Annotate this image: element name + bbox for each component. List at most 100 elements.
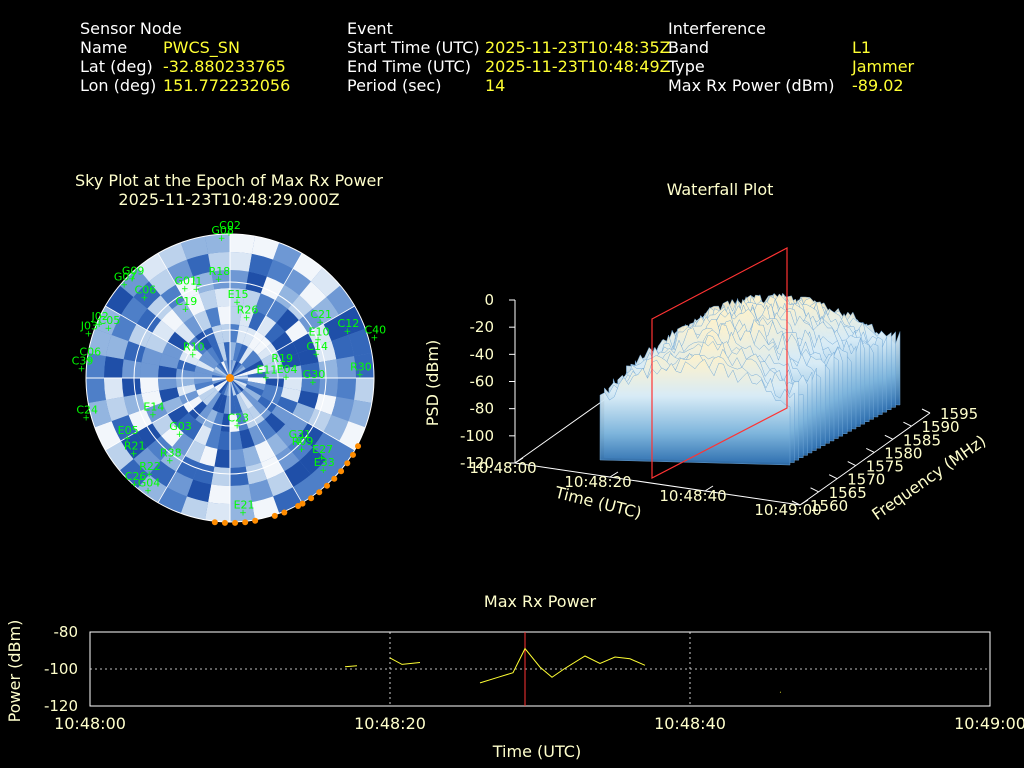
sky-bin (152, 320, 175, 342)
sky-bin (194, 424, 212, 446)
sky-bin (230, 371, 248, 378)
sky-bin (331, 334, 355, 360)
sky-bin (218, 378, 230, 394)
sky-bin (233, 394, 243, 414)
sky-bin (264, 322, 286, 344)
sky-bin (276, 342, 298, 360)
satellite-label: C24 (76, 403, 98, 416)
sky-bin (326, 441, 355, 471)
sky-bin (230, 369, 247, 378)
power-y-tick-label: -100 (44, 660, 78, 678)
sky-bin (298, 308, 324, 333)
satellite-label: C21 (310, 308, 332, 321)
sky-bin (245, 360, 264, 372)
sky-bin (230, 324, 240, 343)
sky-bin (104, 356, 124, 378)
sky-bin (145, 402, 168, 423)
sky-bin (284, 268, 311, 296)
satellite-marker: + (128, 275, 136, 285)
sky-bin (230, 378, 244, 392)
sky-bin (264, 412, 286, 434)
horizon-obstruction-marker (349, 451, 356, 458)
sky-bin (266, 433, 288, 456)
sky-bin (241, 389, 258, 406)
sky-bin (223, 395, 230, 414)
sky-bin (354, 352, 374, 378)
satellite-label: R10 (183, 341, 205, 354)
satellite-marker: + (189, 351, 197, 361)
sky-bin (248, 253, 274, 277)
sky-bin (312, 297, 340, 324)
satellite-marker: + (215, 275, 223, 285)
sky-bin (162, 396, 184, 414)
satellite-label: J03 (80, 319, 98, 332)
sky-bin (287, 435, 313, 461)
sky-bin (111, 414, 137, 441)
sky-bin (257, 419, 277, 441)
satellite-label: J02 (90, 310, 108, 323)
sky-bin (292, 333, 315, 354)
satellite-label: R19 (271, 352, 293, 365)
satellite-marker: + (356, 370, 364, 380)
sky-bin (236, 393, 248, 412)
event-end-label: End Time (UTC) (347, 57, 471, 76)
satellite-marker: + (105, 324, 113, 334)
sky-bin (230, 448, 246, 468)
sky-bin (122, 378, 142, 397)
sky-bin (140, 362, 160, 378)
sky-bin (348, 399, 372, 428)
horizon-obstruction-marker (295, 503, 302, 510)
sky-bin (242, 289, 261, 311)
sky-bin (248, 331, 265, 351)
satellite-marker: + (344, 327, 352, 337)
sky-bin (236, 344, 248, 363)
sky-bin (217, 394, 227, 414)
sky-bin (105, 285, 134, 315)
sky-bin (218, 362, 230, 378)
waterfall-freq-tick (921, 408, 931, 414)
sky-bin (276, 309, 299, 332)
satellite-marker: + (233, 421, 241, 431)
satellite-label: E33 (314, 456, 335, 469)
sky-bin (230, 378, 247, 387)
sky-bin (245, 462, 267, 485)
sky-bin (174, 412, 196, 434)
sky-bin (174, 322, 196, 344)
sky-bin (284, 460, 311, 488)
satellite-marker: + (144, 486, 152, 496)
sky-bin (243, 387, 262, 402)
sky-bin (176, 368, 195, 378)
sky-bin (204, 234, 230, 254)
satellite-label: G09 (122, 265, 145, 278)
sky-bin (205, 428, 221, 449)
horizon-obstruction-marker (221, 519, 228, 526)
sky-azimuth-spoke (157, 253, 207, 337)
event-period-label: Period (sec) (347, 76, 442, 95)
waterfall-freq-tick (828, 474, 838, 480)
satellite-marker: + (298, 445, 306, 455)
satellite-label: G03 (169, 420, 192, 433)
sky-bin (230, 413, 240, 432)
power-y-tick-label: -120 (44, 697, 78, 715)
satellite-label: E10 (309, 325, 330, 338)
sky-bin (149, 460, 176, 488)
sky-bin (271, 405, 293, 425)
sky-bin (297, 390, 319, 409)
sky-bin (217, 431, 230, 450)
sky-bin (265, 368, 284, 378)
sky-bin (180, 496, 209, 520)
sky-bin (339, 306, 366, 335)
sky-bin (204, 502, 230, 522)
power-x-axis-label: Time (UTC) (492, 742, 581, 761)
sky-bin (230, 270, 249, 290)
satellite-marker: + (85, 329, 93, 339)
sky-bin (245, 384, 264, 396)
sky-bin (230, 360, 237, 378)
sky-bin (248, 405, 265, 425)
sky-bin (276, 396, 298, 414)
satellite-label: C14 (306, 340, 328, 353)
waterfall-freq-tick-label: 1580 (884, 444, 922, 462)
satellite-label: E21 (234, 499, 255, 512)
interference-header: Interference (668, 19, 766, 38)
